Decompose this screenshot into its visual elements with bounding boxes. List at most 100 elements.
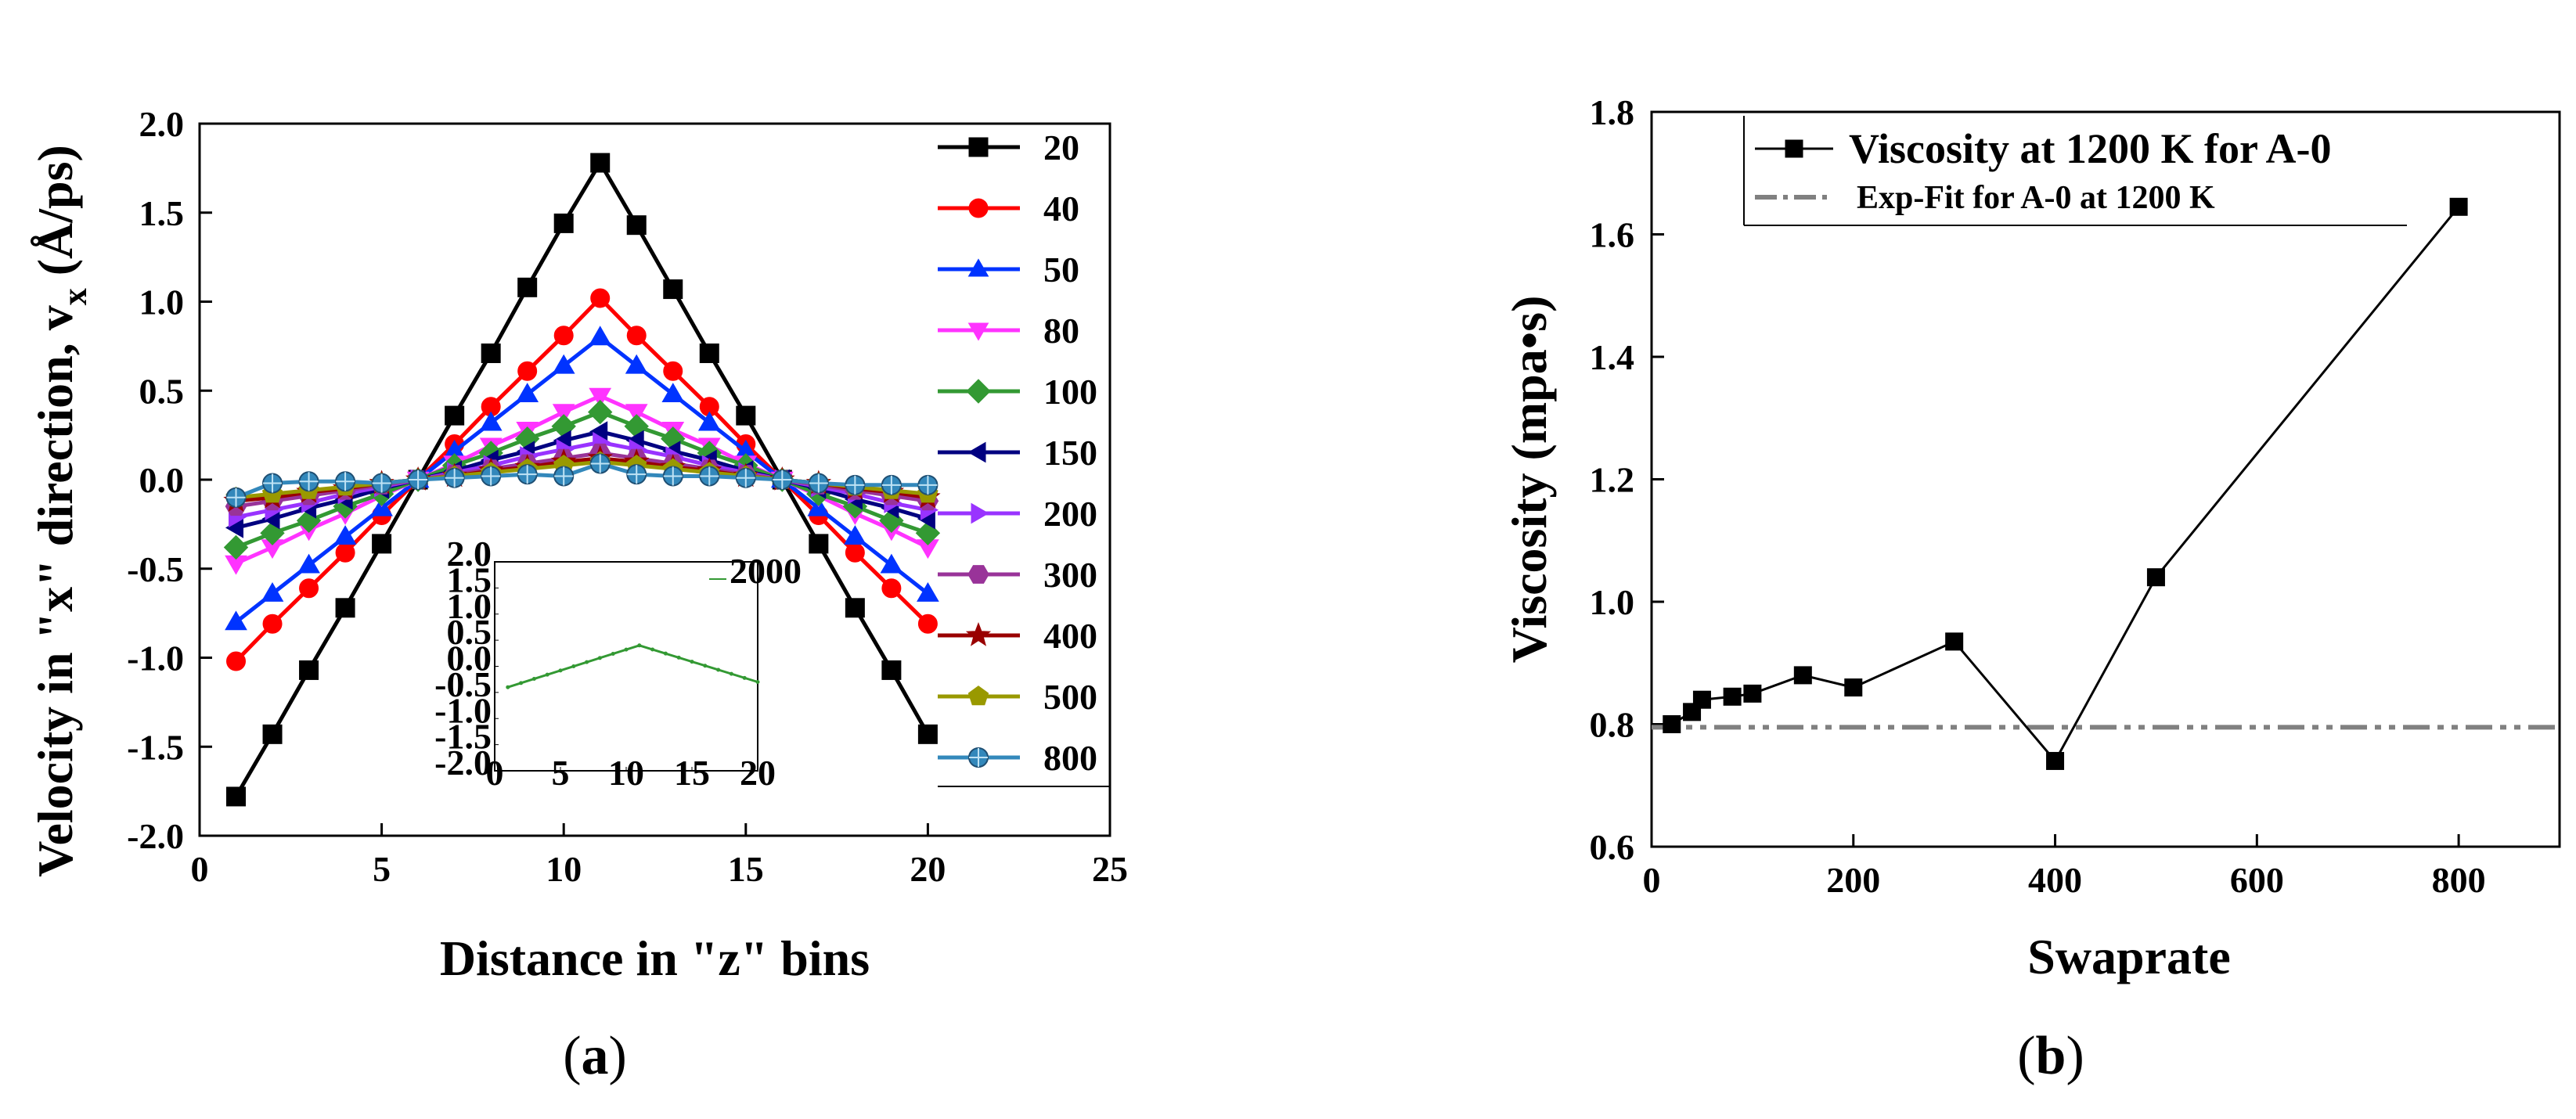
panel-a-inset-y-tick-label: -1.0 — [434, 690, 492, 730]
panel-a-inset-y-tick-label: 0.5 — [447, 612, 492, 652]
panel-b-legend-label: Exp-Fit for A-0 at 1200 K — [1857, 180, 2215, 216]
panel-a-data-point — [299, 578, 319, 599]
panel-a-data-point — [735, 467, 756, 488]
panel-a-inset-data-point — [624, 647, 629, 652]
panel-a-data-point — [808, 473, 829, 494]
panel-a-y-tick-label: -1.5 — [127, 727, 184, 767]
panel-b-legend-item: Viscosity at 1200 K for A-0 — [1755, 125, 2331, 172]
panel-a-data-point — [226, 786, 247, 807]
panel-a-inset-data-point — [571, 664, 576, 668]
panel-a-legend-label: 150 — [1043, 433, 1097, 473]
panel-a-inset-x-tick-label: 15 — [674, 753, 710, 793]
panel-a-x-axis-title: Distance in "z" bins — [440, 930, 870, 986]
panel-a-legend-item: 400 — [938, 616, 1097, 656]
panel-a-inset-data-point — [729, 671, 733, 676]
panel-a-legend-marker — [967, 565, 989, 584]
panel-a-data-point — [445, 405, 465, 426]
panel-a-inset-data-point — [716, 667, 721, 672]
panel-a-data-point — [444, 467, 465, 488]
panel-a-y-axis-title: Velocity in "x" direction, vx (Å/ps) — [27, 145, 94, 877]
panel-a-x-tick-label: 5 — [373, 849, 391, 889]
panel-b-y-tick-label: 0.6 — [1590, 827, 1635, 867]
panel-a-inset-y-tick-label: 1.5 — [447, 560, 492, 599]
panel-a-inset-x-tick-label: 10 — [608, 753, 644, 793]
panel-a-data-point — [262, 724, 283, 744]
panel-a-legend-label: 300 — [1043, 555, 1097, 595]
panel-a-data-point — [880, 553, 903, 574]
panel-a-legend-marker — [968, 137, 989, 157]
panel-b-x-tick-label: 200 — [1826, 860, 1880, 900]
panel-a-caption-letter: a — [582, 1026, 609, 1086]
panel-a-x-tick-label: 0 — [191, 849, 209, 889]
panel-b-series-line — [1671, 206, 2460, 764]
panel-a-legend-item: 500 — [938, 677, 1097, 717]
panel-a-legend-marker — [971, 502, 989, 524]
panel-a-data-point — [589, 326, 612, 346]
panel-a-inset-data-point — [531, 677, 536, 682]
panel-b-x-tick-label: 600 — [2230, 860, 2284, 900]
panel-a-legend-label: 500 — [1043, 677, 1097, 717]
panel-a-data-point — [845, 598, 865, 618]
panel-a-inset-y-tick-label: -1.5 — [434, 717, 492, 757]
panel-b-y-tick-label: 1.0 — [1590, 582, 1635, 622]
panel-a-data-point — [772, 470, 793, 490]
panel-a-data-point — [553, 213, 574, 233]
panel-a-y-axis-title-unit: (Å/ps) — [27, 145, 83, 288]
panel-a-legend-item: 20 — [938, 128, 1079, 167]
panel-b-caption: (b) — [2017, 1026, 2084, 1086]
panel-a-data-point — [626, 215, 647, 236]
panel-a-x-ticks: 0 5 10 15 20 25 — [191, 823, 1128, 889]
panel-a-data-point — [625, 404, 648, 424]
panel-b-legend-item: Exp-Fit for A-0 at 1200 K — [1755, 180, 2215, 216]
panel-a-legend-label: 40 — [1043, 189, 1079, 228]
panel-a-data-point — [516, 383, 539, 402]
panel-a-data-point — [262, 613, 283, 634]
panel-b-legend-marker — [1785, 139, 1803, 158]
panel-b-legend-label: Viscosity at 1200 K for A-0 — [1849, 125, 2331, 172]
panel-a-caption: (a) — [563, 1026, 627, 1086]
panel-a-legend-label: 20 — [1043, 128, 1079, 167]
panel-a-inset-data-point — [703, 664, 708, 668]
panel-b-y-tick-label: 0.8 — [1590, 705, 1635, 745]
panel-a-data-point — [845, 474, 866, 495]
panel-a-y-tick-label: 1.5 — [139, 193, 185, 233]
panel-b-data-point — [2046, 751, 2065, 770]
panel-a-data-point — [917, 474, 939, 495]
panel-a-data-point — [626, 326, 647, 346]
panel-a-inset: 0 5 10 15 20 2.01.51.00.50.0-0.5-1.0-1.5-2.0 2… — [434, 534, 802, 793]
panel-a-inset-y-tick-label: -0.5 — [434, 664, 492, 704]
panel-a-series-800 — [225, 453, 939, 508]
panel-a-data-point — [299, 660, 319, 680]
panel-a-data-point — [225, 610, 247, 631]
panel-a-inset-data-point — [506, 685, 510, 689]
panel-a-data-point — [408, 470, 429, 490]
panel-a-legend-item: 40 — [938, 189, 1079, 228]
panel-a-data-point — [553, 326, 574, 346]
panel-b-data-point — [1723, 687, 1742, 706]
panel-a-inset-data-point — [755, 680, 760, 685]
panel-a-legend-item: 150 — [938, 433, 1097, 473]
panel-a-inset-data-point — [690, 660, 694, 664]
panel-a-y-tick-label: -2.0 — [127, 816, 184, 856]
panel-a-data-point — [298, 471, 319, 492]
panel-a-data-point — [226, 651, 247, 671]
panel-a-data-point — [881, 578, 902, 599]
panel-b-caption-open: ( — [2017, 1026, 2035, 1086]
panel-a-series-line — [234, 159, 930, 798]
panel-b-x-tick-label: 400 — [2028, 860, 2082, 900]
panel-a-inset-y-tick-label: 2.0 — [447, 534, 492, 574]
panel-a-legend-label: 80 — [1043, 311, 1079, 351]
panel-a-inset-data-point — [637, 643, 642, 648]
panel-a-data-point — [881, 474, 902, 495]
panel-b-y-tick-label: 1.8 — [1590, 92, 1635, 132]
panel-a-inset-y-tick-label: 1.0 — [447, 586, 492, 626]
panel-a-data-point — [297, 553, 320, 574]
panel-a-legend-marker — [968, 198, 989, 218]
panel-a-inset-x-tick-label: 0 — [486, 753, 504, 793]
panel-a-legend-marker — [966, 379, 991, 404]
panel-a-data-point — [917, 724, 938, 744]
panel-a-legend-item: 800 — [938, 738, 1097, 778]
panel-b-y-tick-label: 1.6 — [1590, 215, 1635, 255]
panel-a-data-point — [844, 525, 866, 545]
panel-a-legend-marker — [965, 621, 992, 646]
